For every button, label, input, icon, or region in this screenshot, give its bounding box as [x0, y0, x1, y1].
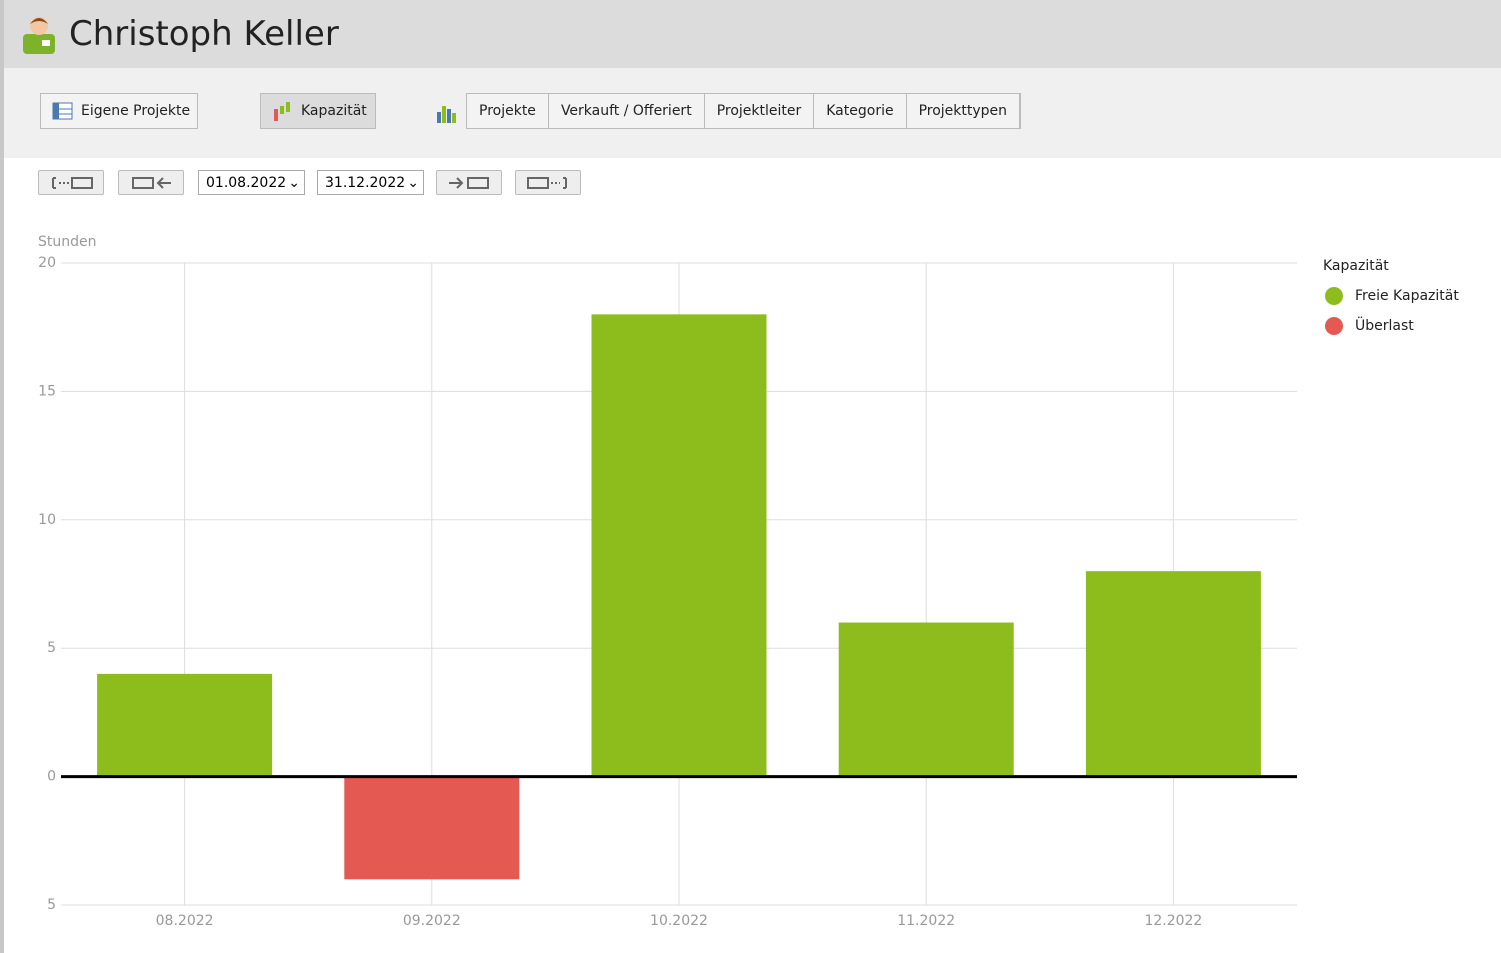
y-tick-label: 5 [47, 640, 56, 656]
y-tick-label: 5 [47, 897, 56, 913]
bar [838, 622, 1014, 777]
y-tick-label: 20 [38, 255, 56, 271]
legend-label: Freie Kapazität [1355, 288, 1459, 304]
date-select[interactable]: 31.12.2022 ⌄ [317, 170, 424, 195]
nav-button[interactable] [38, 170, 104, 195]
icon [52, 102, 73, 120]
legend-marker [1325, 317, 1343, 335]
y-tick-label: 0 [47, 769, 56, 785]
y-axis-label: Stunden [38, 234, 97, 250]
y-tick-label: 10 [38, 512, 56, 528]
chart-icon [437, 106, 456, 123]
caret: ⌄ [288, 174, 300, 191]
tab[interactable]: Projektleiter [705, 93, 815, 129]
chart: Stunden Kapazität 08.2022 09.2022 10.2022 1… [38, 234, 1459, 929]
tab-group: Projekte Verkauft / Offeriert Projektleite… [466, 93, 1022, 129]
bar [97, 673, 273, 777]
icon [52, 177, 93, 189]
x-tick-label: 09.2022 [403, 913, 461, 929]
button-label: Eigene Projekte [81, 103, 191, 119]
icon [449, 177, 489, 189]
x-tick-label: 10.2022 [650, 913, 708, 929]
bar [1085, 571, 1261, 777]
legend-marker [1325, 287, 1343, 305]
x-tick-label: 08.2022 [156, 913, 214, 929]
tab[interactable]: Projekttypen [907, 93, 1021, 129]
header: Christoph Keller [0, 0, 1501, 68]
icon [274, 102, 290, 121]
date-end: 31.12.2022 [325, 174, 406, 191]
bar [591, 314, 767, 777]
y-tick-label: 15 [38, 383, 56, 399]
button[interactable]: Eigene Projekte [40, 93, 198, 129]
nav-button[interactable] [436, 170, 502, 195]
tab[interactable]: Verkauft / Offeriert [549, 93, 705, 129]
legend-title: Kapazität [1323, 258, 1389, 274]
date-start: 01.08.2022 [206, 174, 287, 191]
legend-label: Überlast [1355, 316, 1414, 334]
button[interactable]: Kapazität [260, 93, 376, 129]
x-tick-label: 11.2022 [897, 913, 955, 929]
icon [132, 177, 171, 189]
bar [344, 776, 520, 880]
x-tick-label: 12.2022 [1144, 913, 1202, 929]
nav-button[interactable] [118, 170, 184, 195]
button-label: Kapazität [301, 103, 367, 119]
caret: ⌄ [407, 174, 419, 191]
tab[interactable]: Kategorie [814, 93, 907, 129]
border [0, 158, 4, 953]
toolbar: Eigene Projekte Kapazität Projekte Verkau… [0, 68, 1501, 158]
date-select[interactable]: 01.08.2022 ⌄ [198, 170, 305, 195]
user-icon [23, 17, 55, 54]
nav-button[interactable] [515, 170, 581, 195]
title: Christoph Keller [69, 14, 339, 54]
icon [527, 177, 567, 189]
tab[interactable]: Projekte [467, 93, 549, 129]
